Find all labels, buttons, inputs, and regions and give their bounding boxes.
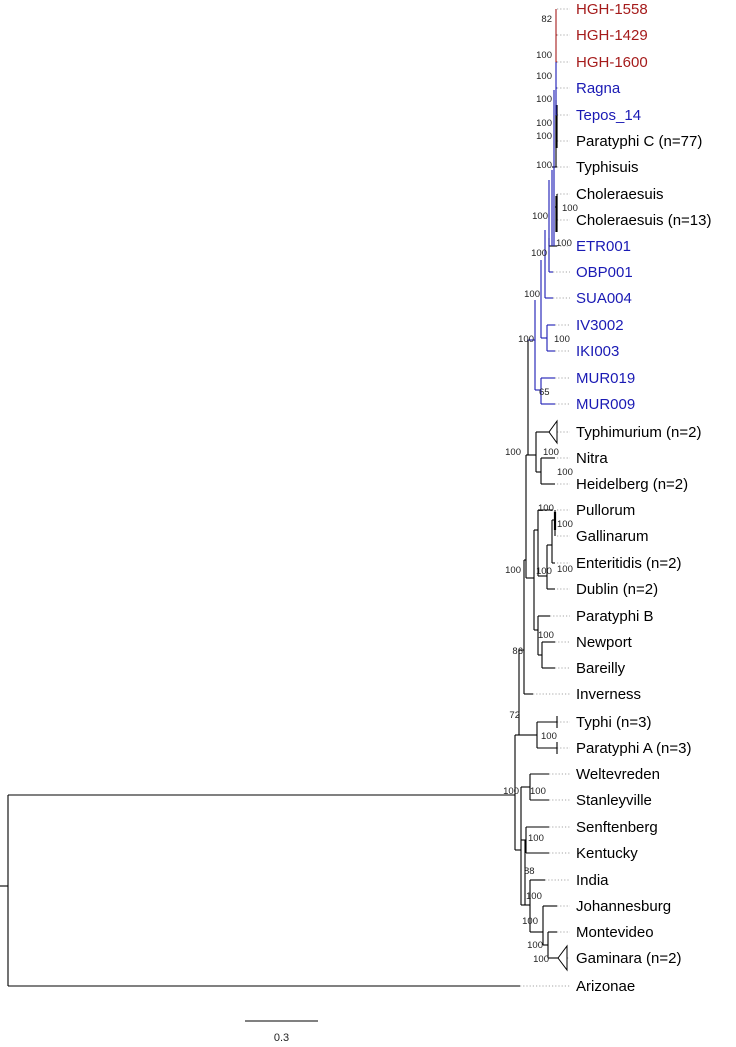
leaf-label-arizonae: Arizonae [576, 978, 635, 995]
leaf-label-india: India [576, 872, 609, 889]
support-value: 100 [524, 289, 540, 300]
leaf-label-ragna: Ragna [576, 80, 621, 97]
leaf-label-hgh1429: HGH-1429 [576, 27, 648, 44]
leaf-label-typhi: Typhi (n=3) [576, 714, 651, 731]
support-value: 88 [524, 866, 535, 877]
leaf-label-iki003: IKI003 [576, 343, 619, 360]
support-value: 100 [554, 334, 570, 345]
support-value: 100 [543, 447, 559, 458]
leaf-label-tepos14: Tepos_14 [576, 107, 641, 124]
support-value: 100 [538, 630, 554, 641]
support-value: 100 [557, 564, 573, 575]
leaf-label-newport: Newport [576, 634, 633, 651]
leaf-label-senftenberg: Senftenberg [576, 819, 658, 836]
support-value: 100 [505, 447, 521, 458]
support-value: 100 [522, 916, 538, 927]
scale-bar-label: 0.3 [274, 1032, 289, 1044]
leaf-labels: HGH-1558 HGH-1429 HGH-1600 Ragna Tepos_14 Par… [576, 1, 712, 995]
leaf-label-bareilly: Bareilly [576, 660, 626, 677]
blue-branches [528, 62, 557, 405]
leaf-label-typhimurium: Typhimurium (n=2) [576, 424, 701, 441]
leaf-label-sua004: SUA004 [576, 290, 632, 307]
leaf-label-inverness: Inverness [576, 686, 641, 703]
leaf-label-typhisuis: Typhisuis [576, 159, 639, 176]
leaf-label-pullorum: Pullorum [576, 502, 635, 519]
support-value: 100 [530, 786, 546, 797]
support-value: 100 [562, 203, 578, 214]
tree-branches [0, 100, 568, 987]
leaf-label-obp001: OBP001 [576, 264, 633, 281]
leaf-label-montevideo: Montevideo [576, 924, 654, 941]
support-value: 100 [536, 71, 552, 82]
support-value: 100 [526, 891, 542, 902]
leaf-guides [520, 8, 570, 987]
support-value: 100 [536, 566, 552, 577]
support-value: 100 [556, 238, 572, 249]
leaf-label-etr001: ETR001 [576, 238, 631, 255]
support-value: 100 [557, 519, 573, 530]
leaf-label-hgh1558: HGH-1558 [576, 1, 648, 18]
leaf-label-nitra: Nitra [576, 450, 608, 467]
support-value: 100 [541, 731, 557, 742]
support-value: 100 [518, 334, 534, 345]
leaf-label-gallinarum: Gallinarum [576, 528, 649, 545]
support-value: 100 [503, 786, 519, 797]
leaf-label-paratyphia: Paratyphi A (n=3) [576, 740, 692, 757]
leaf-label-weltevreden: Weltevreden [576, 766, 660, 783]
support-value: 65 [539, 387, 550, 398]
support-value: 100 [536, 94, 552, 105]
leaf-label-enteritidis: Enteritidis (n=2) [576, 555, 681, 572]
leaf-label-choleraesuis13: Choleraesuis (n=13) [576, 212, 712, 229]
support-value: 100 [531, 248, 547, 259]
support-value: 100 [533, 954, 549, 965]
support-value: 100 [536, 50, 552, 61]
support-value: 100 [536, 160, 552, 171]
leaf-label-heidelberg: Heidelberg (n=2) [576, 476, 688, 493]
support-value: 72 [509, 710, 520, 721]
support-value: 86 [512, 646, 523, 657]
leaf-label-paratyphib: Paratyphi B [576, 608, 654, 625]
support-value: 82 [541, 14, 552, 25]
support-value: 100 [532, 211, 548, 222]
support-value: 100 [527, 940, 543, 951]
leaf-label-gaminara: Gaminara (n=2) [576, 950, 681, 967]
scale-bar: 0.3 [245, 1020, 318, 1044]
leaf-label-mur019: MUR019 [576, 370, 635, 387]
support-value: 100 [505, 565, 521, 576]
support-value: 100 [528, 833, 544, 844]
leaf-label-kentucky: Kentucky [576, 845, 638, 862]
support-value: 100 [536, 131, 552, 142]
support-value: 100 [538, 503, 554, 514]
support-value: 100 [557, 467, 573, 478]
leaf-label-choleraesuis: Choleraesuis [576, 186, 664, 203]
leaf-label-johannesburg: Johannesburg [576, 898, 671, 915]
leaf-label-stanleyville: Stanleyville [576, 792, 652, 809]
red-branches [555, 9, 557, 63]
leaf-label-hgh1600: HGH-1600 [576, 54, 648, 71]
support-value: 100 [536, 118, 552, 129]
leaf-label-dublin: Dublin (n=2) [576, 581, 658, 598]
leaf-label-mur009: MUR009 [576, 396, 635, 413]
leaf-label-paratyphic: Paratyphi C (n=77) [576, 133, 702, 150]
leaf-label-iv3002: IV3002 [576, 317, 624, 334]
support-values: 82 100 100 100 100 100 100 100 100 100 100 100 100 10… [503, 14, 578, 965]
